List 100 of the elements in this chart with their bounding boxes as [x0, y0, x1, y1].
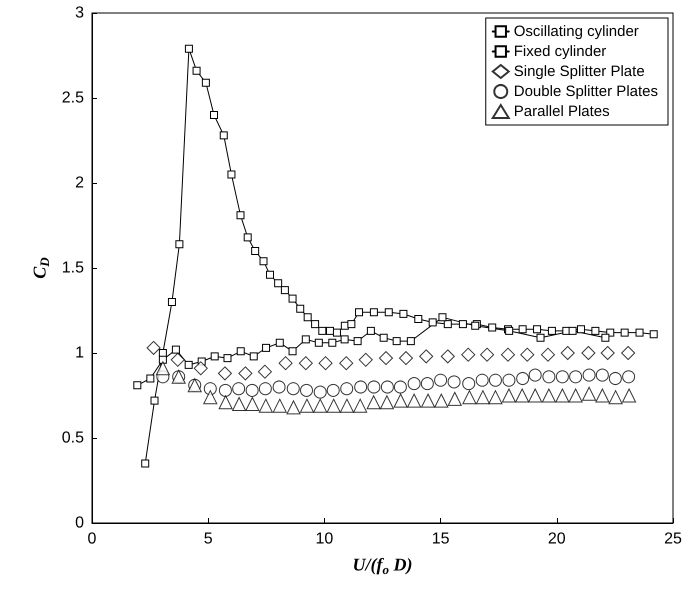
point — [500, 348, 515, 362]
point — [175, 240, 184, 248]
point — [203, 390, 218, 404]
point — [528, 388, 542, 402]
point — [378, 351, 393, 366]
point — [622, 370, 636, 384]
point — [223, 354, 232, 362]
point — [298, 356, 313, 370]
point — [296, 304, 304, 313]
point — [278, 356, 293, 370]
point — [133, 381, 142, 390]
point — [533, 325, 542, 334]
point — [220, 131, 228, 140]
point — [266, 270, 274, 279]
point — [304, 313, 312, 322]
point — [232, 382, 246, 396]
legend-label: Oscillating cylinder — [514, 23, 639, 40]
point — [520, 348, 534, 362]
point — [420, 377, 434, 390]
point — [488, 324, 496, 332]
point — [462, 390, 476, 404]
point — [428, 318, 437, 326]
point — [150, 396, 159, 405]
point — [568, 326, 577, 335]
point — [620, 328, 629, 337]
point — [170, 352, 185, 367]
point — [515, 388, 530, 402]
point — [251, 247, 260, 255]
point — [380, 380, 394, 394]
point — [536, 334, 545, 342]
point — [380, 395, 394, 410]
y-tick-label: 2 — [75, 174, 84, 192]
point — [202, 78, 210, 87]
legend-label: Fixed cylinder — [514, 43, 606, 60]
point — [313, 398, 328, 413]
point — [218, 384, 232, 397]
point — [542, 388, 556, 402]
point — [274, 279, 282, 288]
point — [406, 337, 415, 346]
point — [300, 384, 314, 397]
point — [421, 394, 436, 408]
point — [528, 368, 542, 382]
point — [650, 330, 658, 338]
x-tick-label: 0 — [88, 530, 97, 548]
point — [518, 325, 527, 334]
point — [370, 308, 378, 316]
point — [238, 366, 252, 380]
point — [434, 394, 448, 408]
point — [340, 335, 349, 344]
point — [218, 395, 233, 410]
point — [340, 382, 354, 396]
point — [276, 338, 284, 347]
point — [318, 326, 326, 335]
x-tick-label: 5 — [204, 530, 213, 548]
point — [600, 346, 615, 360]
point — [440, 349, 455, 364]
point — [394, 394, 408, 408]
point — [407, 394, 422, 408]
point — [340, 398, 354, 413]
point — [354, 380, 368, 394]
legend-label: Single Splitter Plate — [514, 63, 645, 80]
y-tick-label: 1.5 — [62, 260, 84, 276]
point — [156, 361, 170, 376]
legend-label: Double Splitter Plates — [514, 83, 658, 100]
point — [286, 382, 300, 396]
point — [476, 390, 490, 404]
point — [280, 286, 289, 294]
point — [608, 390, 623, 404]
point — [461, 348, 476, 362]
point — [272, 380, 286, 394]
point — [172, 346, 180, 354]
point — [392, 337, 401, 346]
point — [311, 320, 320, 328]
point — [314, 338, 323, 347]
point — [540, 348, 555, 362]
point — [326, 384, 340, 397]
point — [488, 374, 502, 387]
point — [458, 320, 467, 328]
point — [576, 325, 585, 334]
point — [444, 320, 452, 328]
point — [146, 374, 154, 382]
point — [394, 380, 407, 394]
point — [608, 372, 622, 385]
point — [569, 370, 582, 384]
point — [601, 334, 610, 342]
point — [502, 388, 516, 402]
point — [448, 392, 462, 406]
point — [258, 382, 272, 396]
point — [262, 344, 270, 352]
point — [398, 351, 413, 366]
y-tick-label: 2.5 — [62, 90, 84, 106]
point — [192, 66, 201, 75]
point — [502, 374, 516, 387]
x-tick-label: 15 — [432, 530, 450, 548]
point — [339, 356, 354, 370]
point — [596, 368, 609, 382]
point — [300, 398, 314, 413]
y-tick-label: 3 — [75, 4, 84, 22]
point — [555, 388, 570, 402]
point — [232, 397, 246, 411]
